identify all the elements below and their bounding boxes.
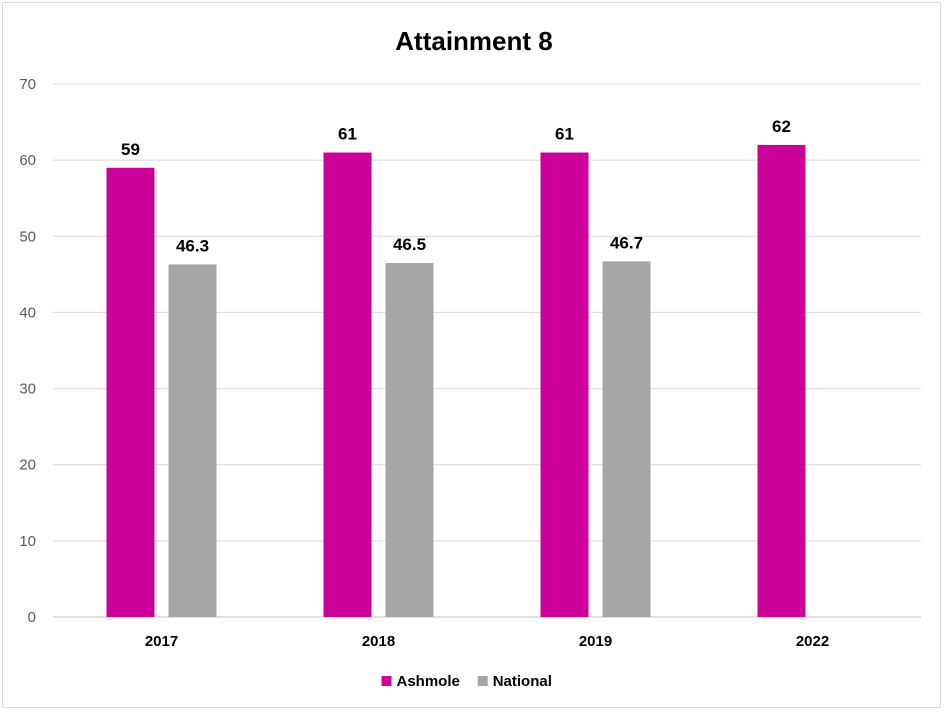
y-tick-label: 30 xyxy=(19,381,36,398)
y-tick-label: 70 xyxy=(19,76,36,93)
data-label: 62 xyxy=(772,117,791,136)
bar-ashmole-2022 xyxy=(757,144,806,617)
bar-national-2019 xyxy=(602,261,651,617)
y-tick-label: 50 xyxy=(19,228,36,245)
legend-swatch-national xyxy=(477,676,488,686)
chart-title: Attainment 8 xyxy=(395,26,552,56)
x-axis-ticks: 2017 2018 2019 2022 xyxy=(145,633,829,650)
y-axis-ticks: 0 10 20 30 40 50 60 70 xyxy=(19,76,36,626)
legend: Ashmole National xyxy=(381,673,552,690)
data-label: 46.5 xyxy=(393,235,426,254)
bar-ashmole-2019 xyxy=(540,152,589,617)
bar-ashmole-2017 xyxy=(106,167,155,617)
data-label: 59 xyxy=(121,140,140,159)
y-tick-label: 10 xyxy=(19,533,36,550)
legend-label-ashmole: Ashmole xyxy=(397,673,460,690)
data-label: 46.7 xyxy=(610,233,643,252)
data-labels: 59 46.3 61 46.5 61 46.7 62 xyxy=(121,117,791,256)
x-tick-label: 2017 xyxy=(145,633,178,650)
y-tick-label: 60 xyxy=(19,152,36,169)
y-tick-label: 40 xyxy=(19,304,36,321)
data-label: 61 xyxy=(338,125,357,144)
data-label: 61 xyxy=(555,125,574,144)
y-tick-label: 20 xyxy=(19,457,36,474)
legend-label-national: National xyxy=(493,673,552,690)
bars xyxy=(106,144,806,617)
bar-national-2018 xyxy=(385,262,434,617)
y-tick-label: 0 xyxy=(28,609,36,626)
x-tick-label: 2018 xyxy=(362,633,395,650)
bar-ashmole-2018 xyxy=(323,152,372,617)
x-tick-label: 2019 xyxy=(579,633,612,650)
data-label: 46.3 xyxy=(176,236,209,255)
bar-national-2017 xyxy=(168,264,217,617)
legend-swatch-ashmole xyxy=(381,676,392,686)
x-tick-label: 2022 xyxy=(796,633,829,650)
